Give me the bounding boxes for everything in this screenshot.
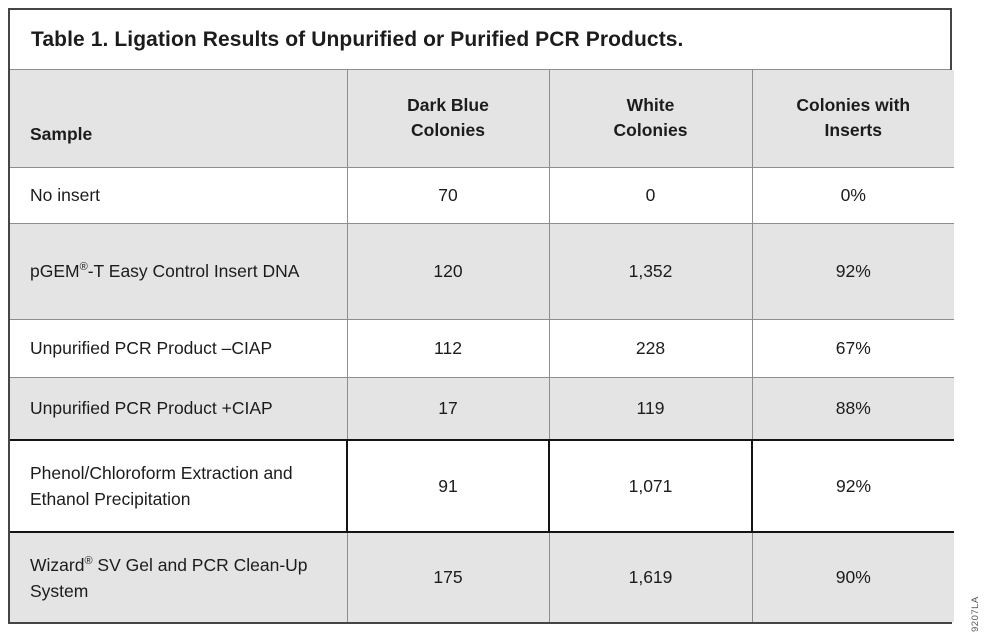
- table-title-text: Table 1. Ligation Results of Unpurified …: [31, 27, 684, 51]
- sample-name: Unpurified PCR Product +CIAP: [30, 398, 273, 419]
- sample-name: Unpurified PCR Product –CIAP: [30, 338, 273, 358]
- white-colonies-cell: 228: [548, 318, 753, 378]
- table-row: Unpurified PCR Product –CIAP 112 228 67%: [10, 318, 954, 378]
- header-sample: Sample: [10, 70, 348, 168]
- ligation-results-table: Sample Dark Blue Colonies White Colonies…: [10, 70, 954, 622]
- colonies-with-inserts-cell: 92%: [751, 439, 954, 533]
- dark-blue-colonies-cell: 17: [346, 376, 550, 441]
- colonies-with-inserts-cell: 92%: [751, 222, 954, 320]
- registered-trademark-symbol: ®: [79, 261, 88, 274]
- table-title: Table 1. Ligation Results of Unpurified …: [10, 10, 950, 70]
- dark-blue-colonies-cell: 91: [346, 439, 550, 533]
- registered-trademark-symbol: ®: [84, 554, 93, 567]
- sample-cell: Unpurified PCR Product +CIAP: [10, 376, 348, 441]
- dark-blue-colonies-cell: 70: [346, 166, 550, 224]
- table-row: Phenol/Chloroform Extraction and Ethanol…: [10, 439, 954, 533]
- sample-name: Wizard: [30, 554, 85, 575]
- sample-name: Phenol/Chloroform Extraction and Ethanol…: [30, 463, 293, 509]
- sample-cell: Wizard® SV Gel and PCR Clean-Up System: [10, 531, 348, 622]
- sample-cell: pGEM®-T Easy Control Insert DNA: [10, 222, 348, 320]
- colonies-with-inserts-cell: 88%: [751, 376, 954, 441]
- white-colonies-cell: 1,352: [548, 222, 753, 320]
- sample-name: No insert: [30, 185, 101, 205]
- white-colonies-cell: 1,071: [548, 439, 753, 533]
- dark-blue-colonies-cell: 112: [346, 318, 550, 378]
- header-colonies-with-inserts: Colonies with Inserts: [751, 70, 954, 168]
- white-colonies-cell: 1,619: [548, 531, 753, 622]
- table-container: Table 1. Ligation Results of Unpurified …: [8, 8, 954, 624]
- colonies-with-inserts-cell: 67%: [751, 318, 954, 378]
- sample-cell: Phenol/Chloroform Extraction and Ethanol…: [10, 439, 348, 533]
- table-row: pGEM®-T Easy Control Insert DNA 120 1,35…: [10, 222, 954, 320]
- dark-blue-colonies-cell: 175: [346, 531, 550, 622]
- sample-cell: No insert: [10, 166, 348, 224]
- white-colonies-cell: 0: [548, 166, 753, 224]
- colonies-with-inserts-cell: 90%: [751, 531, 954, 622]
- colonies-with-inserts-cell: 0%: [751, 166, 954, 224]
- table-row: Unpurified PCR Product +CIAP 17 119 88%: [10, 376, 954, 441]
- dark-blue-colonies-cell: 120: [346, 222, 550, 320]
- sample-name-rest: SV Gel and PCR Clean-Up System: [30, 554, 308, 601]
- sample-name: pGEM: [30, 261, 80, 281]
- table-row: No insert 70 0 0%: [10, 166, 954, 224]
- sample-cell: Unpurified PCR Product –CIAP: [10, 318, 348, 378]
- table-row: Wizard® SV Gel and PCR Clean-Up System 1…: [10, 531, 954, 622]
- sample-name-rest: -T Easy Control Insert DNA: [87, 261, 300, 281]
- header-row: Sample Dark Blue Colonies White Colonies…: [10, 70, 954, 168]
- white-colonies-cell: 119: [548, 376, 753, 441]
- header-white-colonies: White Colonies: [548, 70, 753, 168]
- header-dark-blue-colonies: Dark Blue Colonies: [346, 70, 550, 168]
- watermark-code: 9207LA: [970, 596, 981, 632]
